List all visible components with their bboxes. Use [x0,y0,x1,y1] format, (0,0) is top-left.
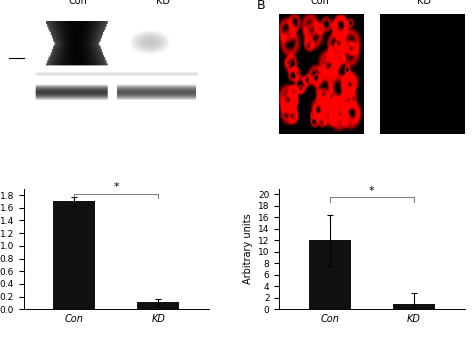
Text: *: * [113,183,119,192]
Y-axis label: Arbitrary units: Arbitrary units [243,214,253,284]
Text: Con: Con [69,0,88,6]
Text: B: B [257,0,266,12]
Bar [137,302,180,309]
Bar [393,304,435,309]
Bar [309,240,351,309]
Text: *: * [369,186,375,196]
Text: KD: KD [155,0,170,6]
Bar [53,201,95,309]
Text: KD: KD [417,0,431,6]
Text: Con: Con [310,0,329,6]
